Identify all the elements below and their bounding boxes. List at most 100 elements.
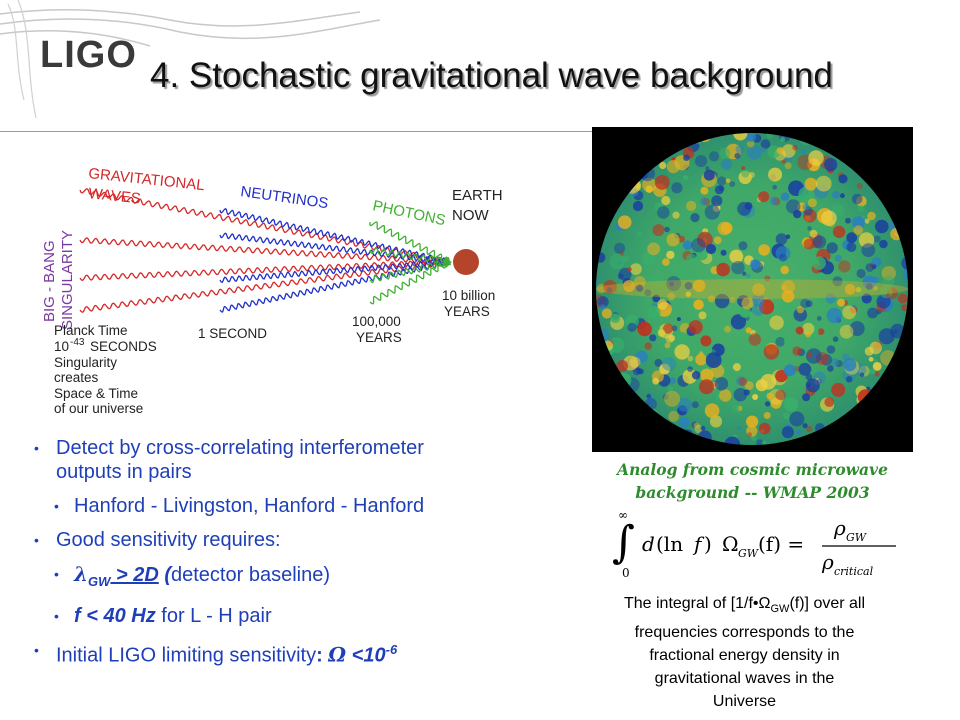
sky-blob xyxy=(769,315,784,330)
sky-blob xyxy=(597,182,612,197)
sky-blob xyxy=(606,363,617,373)
label-earth: EARTH xyxy=(452,187,503,204)
sky-blob xyxy=(842,447,847,452)
sky-blob xyxy=(693,279,706,292)
sky-blob xyxy=(891,383,901,393)
bullet-1-text: Detect by cross-correlating interferomet… xyxy=(56,437,424,459)
sky-blob xyxy=(600,304,606,310)
sky-blob xyxy=(878,166,889,177)
sky-blob xyxy=(864,346,874,356)
sky-blob xyxy=(858,409,872,423)
sky-blob xyxy=(815,423,825,433)
sky-blob xyxy=(605,359,610,364)
sky-blob xyxy=(733,388,747,402)
sky-blob xyxy=(671,182,683,194)
sky-blob xyxy=(729,249,744,264)
sky-blob xyxy=(637,321,652,337)
sky-blob xyxy=(734,152,741,159)
sky-blob xyxy=(864,218,870,224)
sky-blob xyxy=(709,415,723,428)
sky-blob xyxy=(861,243,876,257)
sky-blob xyxy=(706,324,711,330)
sky-blob xyxy=(775,336,786,347)
formula-omega: Ω xyxy=(722,532,739,556)
sky-blob xyxy=(704,403,720,419)
sky-blob xyxy=(880,350,896,366)
sky-blob xyxy=(665,334,675,343)
sky-blob xyxy=(637,409,643,416)
bullet-dot: • xyxy=(34,532,39,548)
sky-blob xyxy=(844,283,856,295)
sky-blob xyxy=(627,267,632,272)
sky-blob xyxy=(603,280,617,294)
sky-blob xyxy=(693,133,703,141)
sky-blob xyxy=(856,268,866,279)
bullet-6-colon: : xyxy=(316,644,329,667)
sky-blob xyxy=(763,344,780,360)
sky-blob xyxy=(642,177,657,193)
sky-blob xyxy=(846,139,859,152)
sky-blob xyxy=(700,186,709,195)
sky-blob xyxy=(618,431,626,439)
sky-blob xyxy=(748,333,761,346)
sky-blob xyxy=(758,191,770,203)
label-photons: PHOTONS xyxy=(371,197,447,229)
label-now: NOW xyxy=(452,207,490,224)
sky-blob xyxy=(853,139,861,148)
planck-line-2-base: 10 xyxy=(54,339,69,354)
sky-blob xyxy=(644,397,657,411)
sky-blob xyxy=(830,133,846,147)
label-neutrinos: NEUTRINOS xyxy=(239,183,329,212)
sky-blob xyxy=(687,355,694,362)
sky-blob xyxy=(826,242,838,254)
sky-blob xyxy=(803,238,815,250)
sky-blob xyxy=(650,276,664,290)
sky-blob xyxy=(747,145,762,160)
sky-blob xyxy=(623,280,635,293)
sky-blob xyxy=(767,145,781,159)
sky-blob xyxy=(832,225,846,239)
sky-blob xyxy=(856,183,863,189)
sky-blob xyxy=(838,423,844,429)
sky-blob xyxy=(685,440,694,445)
sky-blob xyxy=(616,178,623,185)
sky-blob xyxy=(667,385,674,392)
sky-blob xyxy=(802,203,810,211)
sky-blob xyxy=(720,249,727,256)
sky-blob xyxy=(865,263,875,272)
sky-blob xyxy=(654,175,670,190)
sky-blob xyxy=(775,389,786,401)
bullet-dot: • xyxy=(54,566,59,582)
planck-line-2-rest: SECONDS xyxy=(90,339,157,354)
sky-blob xyxy=(801,149,806,154)
sky-blob xyxy=(596,226,598,233)
label-100000: 100,000 xyxy=(352,314,401,329)
wave-line xyxy=(369,247,450,265)
sky-blob xyxy=(748,171,755,179)
sky-blob xyxy=(611,385,619,392)
bullet-1: • Detect by cross-correlating interferom… xyxy=(34,436,594,484)
sky-blob xyxy=(908,194,913,203)
sky-blob xyxy=(647,408,658,420)
bullet-2: • Hanford - Livingston, Hanford - Hanfor… xyxy=(34,494,594,518)
sky-blob xyxy=(693,422,700,429)
sky-blob xyxy=(638,414,649,425)
sky-blob xyxy=(869,175,885,190)
bullet-5-tail: for L - H pair xyxy=(155,605,272,627)
sky-blob xyxy=(686,439,694,445)
sky-blob xyxy=(875,219,889,234)
sky-blob xyxy=(805,300,813,308)
sky-blob xyxy=(683,154,690,161)
sky-blob xyxy=(846,428,854,437)
sky-blob xyxy=(609,253,625,270)
sky-blob xyxy=(826,345,836,354)
sky-blob xyxy=(713,236,722,245)
sky-blob xyxy=(601,371,612,382)
sky-blob xyxy=(808,150,824,166)
sky-blob xyxy=(850,159,858,167)
sky-blob xyxy=(596,328,610,343)
sky-blob xyxy=(781,280,796,294)
sky-blob xyxy=(705,243,717,255)
sky-blob xyxy=(837,298,846,307)
sky-blob xyxy=(596,252,606,263)
